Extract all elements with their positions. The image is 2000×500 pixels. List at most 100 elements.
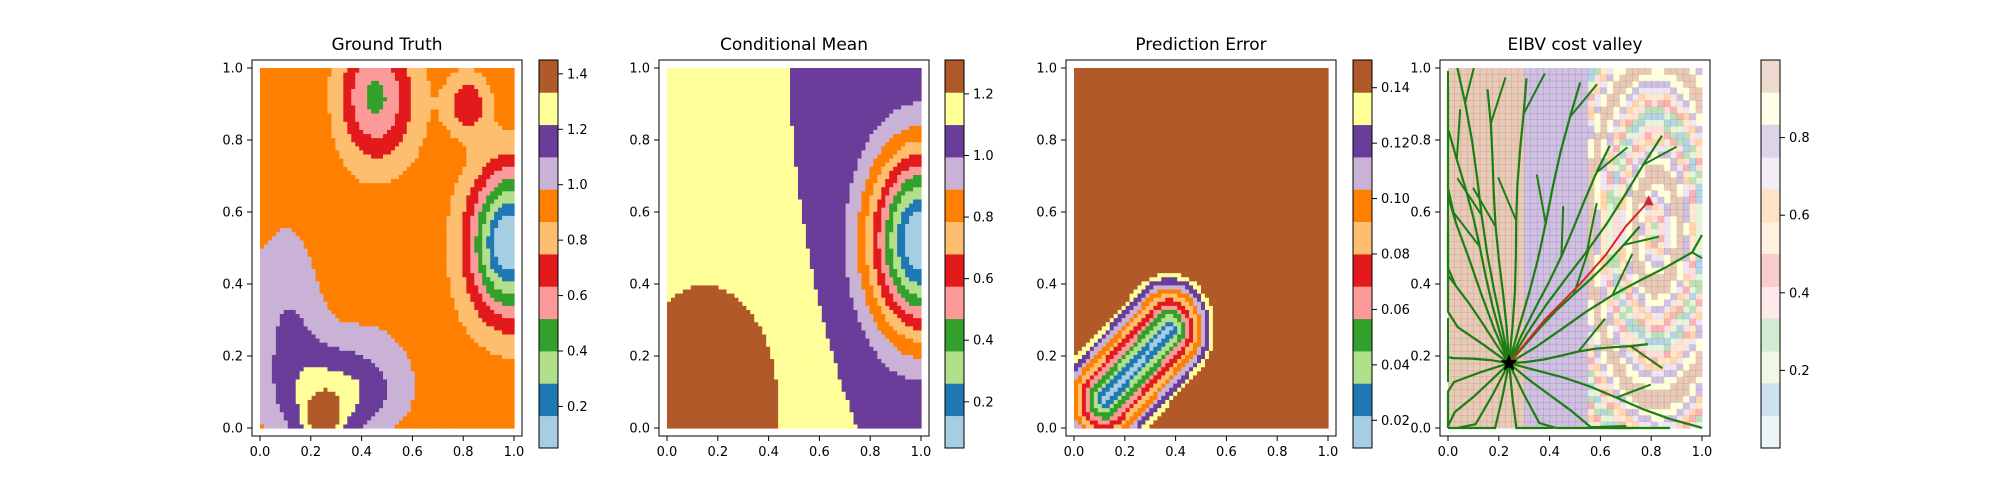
- heatmap-cell: [363, 350, 368, 355]
- heatmap-cell: [406, 305, 412, 310]
- heatmap-cell: [291, 170, 297, 175]
- heatmap-cell: [260, 338, 265, 343]
- heatmap-cell: [327, 190, 333, 196]
- heatmap-cell: [414, 219, 420, 225]
- heatmap-cell: [331, 342, 337, 347]
- heatmap-cell: [367, 108, 372, 114]
- heatmap-cell: [430, 141, 436, 147]
- heatmap-cell: [466, 141, 471, 147]
- heatmap-cell: [355, 317, 360, 323]
- heatmap-cell: [347, 174, 352, 180]
- heatmap-cell: [470, 121, 475, 126]
- heatmap-cell: [279, 203, 285, 208]
- heatmap-cell: [283, 239, 289, 245]
- heatmap-cell: [383, 333, 388, 339]
- heatmap-cell: [466, 113, 471, 118]
- heatmap-cell: [402, 158, 408, 163]
- heatmap-cell: [414, 211, 420, 216]
- heatmap-cell: [363, 88, 368, 94]
- heatmap-cell: [351, 129, 356, 135]
- heatmap-cell: [446, 350, 452, 355]
- heatmap-cell: [422, 113, 428, 118]
- heatmap-cell: [430, 399, 436, 405]
- heatmap-cell: [454, 88, 460, 94]
- heatmap-cell: [474, 256, 479, 261]
- heatmap-cell: [275, 419, 281, 425]
- heatmap-cell: [422, 227, 428, 233]
- heatmap-cell: [390, 231, 396, 237]
- heatmap-cell: [394, 125, 400, 130]
- heatmap-cell: [430, 231, 436, 237]
- heatmap-cell: [299, 194, 305, 200]
- heatmap-cell: [367, 256, 372, 261]
- heatmap-cell: [430, 117, 436, 122]
- heatmap-cell: [351, 268, 356, 274]
- heatmap-cell: [446, 207, 452, 212]
- heatmap-cell: [371, 268, 376, 274]
- heatmap-cell: [458, 391, 464, 396]
- heatmap-cell: [291, 415, 297, 421]
- heatmap-cell: [263, 358, 269, 364]
- heatmap-cell: [398, 198, 404, 204]
- heatmap-cell: [406, 96, 412, 102]
- heatmap-cell: [343, 411, 348, 417]
- heatmap-cell: [303, 313, 309, 319]
- heatmap-cell: [287, 280, 293, 286]
- heatmap-cell: [387, 243, 392, 249]
- heatmap-cell: [474, 305, 479, 310]
- heatmap-cell: [458, 186, 464, 192]
- heatmap-cell: [398, 350, 404, 355]
- heatmap-cell: [291, 215, 297, 220]
- heatmap-cell: [426, 133, 432, 139]
- heatmap-cell: [311, 280, 317, 286]
- heatmap-cell: [430, 272, 436, 278]
- heatmap-cell: [347, 215, 352, 220]
- heatmap-cell: [359, 194, 364, 200]
- heatmap-cell: [335, 321, 340, 327]
- heatmap-cell: [379, 149, 384, 155]
- heatmap-cell: [291, 387, 297, 392]
- heatmap-cell: [319, 338, 325, 343]
- heatmap-cell: [458, 325, 464, 331]
- heatmap-cell: [355, 268, 360, 274]
- heatmap-cell: [347, 256, 352, 261]
- heatmap-cell: [291, 325, 297, 331]
- heatmap-cell: [375, 223, 380, 229]
- heatmap-cell: [414, 313, 420, 319]
- heatmap-cell: [379, 170, 384, 175]
- heatmap-cell: [263, 346, 269, 351]
- heatmap-cell: [319, 366, 325, 372]
- heatmap-cell: [442, 293, 448, 298]
- heatmap-cell: [422, 76, 428, 81]
- heatmap-cell: [454, 158, 460, 163]
- heatmap-cell: [406, 235, 412, 241]
- heatmap-cell: [434, 288, 440, 294]
- heatmap-cell: [383, 84, 388, 90]
- heatmap-cell: [295, 227, 301, 233]
- heatmap-cell: [279, 211, 285, 216]
- heatmap-cell: [406, 383, 412, 388]
- heatmap-cell: [454, 215, 460, 220]
- heatmap-cell: [418, 321, 424, 327]
- heatmap-cell: [307, 366, 313, 372]
- heatmap-cell: [478, 68, 483, 73]
- heatmap-cell: [466, 301, 471, 306]
- heatmap-cell: [315, 76, 321, 81]
- heatmap-cell: [387, 399, 392, 405]
- heatmap-cell: [442, 178, 448, 184]
- heatmap-cell: [355, 399, 360, 405]
- heatmap-cell: [470, 108, 475, 114]
- heatmap-cell: [442, 141, 448, 147]
- heatmap-cell: [462, 80, 467, 85]
- heatmap-cell: [359, 68, 364, 73]
- heatmap-cell: [474, 194, 479, 200]
- heatmap-cell: [482, 374, 487, 380]
- heatmap-cell: [359, 387, 364, 392]
- heatmap-cell: [319, 125, 325, 130]
- heatmap-cell: [267, 108, 273, 114]
- heatmap-cell: [367, 415, 372, 421]
- heatmap-cell: [390, 395, 396, 400]
- heatmap-cell: [442, 346, 448, 351]
- heatmap-cell: [398, 149, 404, 155]
- heatmap-cell: [267, 96, 273, 102]
